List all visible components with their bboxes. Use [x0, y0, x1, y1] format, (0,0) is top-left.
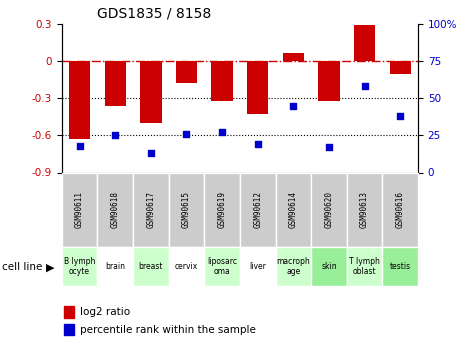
- Point: [111, 132, 119, 138]
- Point: [147, 150, 155, 156]
- Bar: [211, 61, 233, 101]
- Text: GDS1835 / 8158: GDS1835 / 8158: [97, 6, 212, 20]
- Text: GSM90617: GSM90617: [146, 191, 155, 228]
- Text: GSM90614: GSM90614: [289, 191, 298, 228]
- Bar: [347, 172, 382, 247]
- Text: cervix: cervix: [175, 262, 198, 271]
- Text: testis: testis: [390, 262, 411, 271]
- Text: T lymph
oblast: T lymph oblast: [349, 257, 380, 276]
- Text: ▶: ▶: [46, 263, 54, 272]
- Bar: [133, 247, 169, 286]
- Bar: [390, 61, 411, 73]
- Point: [325, 145, 332, 150]
- Bar: [382, 172, 418, 247]
- Text: skin: skin: [321, 262, 337, 271]
- Bar: [276, 172, 311, 247]
- Point: [396, 114, 404, 119]
- Bar: [247, 61, 268, 115]
- Text: GSM90611: GSM90611: [75, 191, 84, 228]
- Bar: [311, 247, 347, 286]
- Bar: [311, 172, 347, 247]
- Text: GSM90612: GSM90612: [253, 191, 262, 228]
- Bar: [204, 172, 240, 247]
- Text: brain: brain: [105, 262, 125, 271]
- Bar: [69, 61, 90, 139]
- Text: GSM90613: GSM90613: [360, 191, 369, 228]
- Text: GSM90615: GSM90615: [182, 191, 191, 228]
- Bar: [97, 247, 133, 286]
- Bar: [64, 306, 74, 318]
- Text: percentile rank within the sample: percentile rank within the sample: [80, 325, 256, 335]
- Bar: [62, 247, 97, 286]
- Point: [254, 141, 261, 147]
- Text: cell line: cell line: [2, 263, 43, 272]
- Bar: [64, 324, 74, 335]
- Bar: [140, 61, 162, 123]
- Point: [361, 84, 369, 89]
- Bar: [133, 172, 169, 247]
- Bar: [97, 172, 133, 247]
- Bar: [318, 61, 340, 101]
- Bar: [62, 172, 97, 247]
- Point: [289, 103, 297, 108]
- Text: liposarc
oma: liposarc oma: [207, 257, 237, 276]
- Point: [218, 130, 226, 135]
- Text: macroph
age: macroph age: [276, 257, 310, 276]
- Bar: [169, 172, 204, 247]
- Bar: [240, 172, 276, 247]
- Bar: [240, 247, 276, 286]
- Bar: [283, 52, 304, 61]
- Bar: [347, 247, 382, 286]
- Text: breast: breast: [139, 262, 163, 271]
- Bar: [354, 26, 375, 61]
- Bar: [176, 61, 197, 83]
- Text: GSM90616: GSM90616: [396, 191, 405, 228]
- Text: log2 ratio: log2 ratio: [80, 307, 130, 317]
- Text: B lymph
ocyte: B lymph ocyte: [64, 257, 95, 276]
- Bar: [104, 61, 126, 106]
- Bar: [276, 247, 311, 286]
- Text: liver: liver: [249, 262, 266, 271]
- Point: [182, 131, 190, 137]
- Bar: [382, 247, 418, 286]
- Text: GSM90619: GSM90619: [218, 191, 227, 228]
- Text: GSM90618: GSM90618: [111, 191, 120, 228]
- Bar: [169, 247, 204, 286]
- Bar: [204, 247, 240, 286]
- Point: [76, 143, 84, 149]
- Text: GSM90620: GSM90620: [324, 191, 333, 228]
